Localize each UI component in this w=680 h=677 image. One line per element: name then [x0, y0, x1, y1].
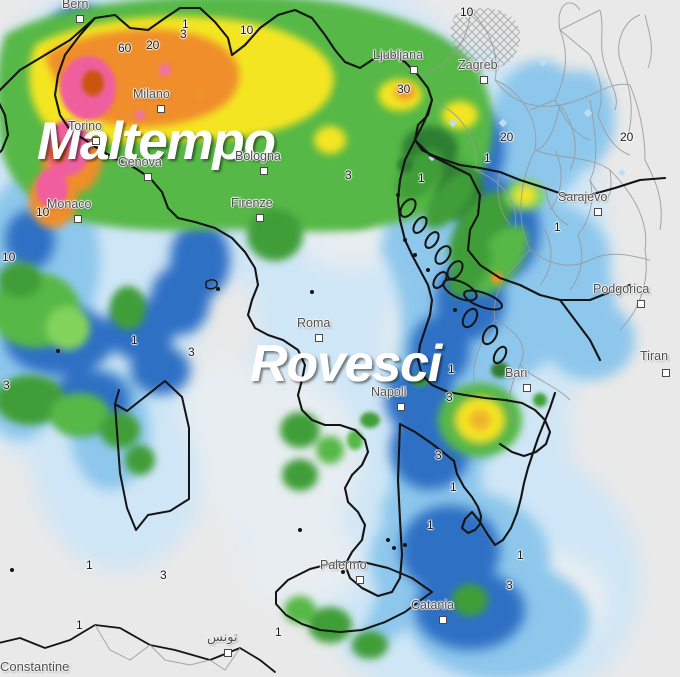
- svg-text:Rovesci: Rovesci: [250, 335, 444, 393]
